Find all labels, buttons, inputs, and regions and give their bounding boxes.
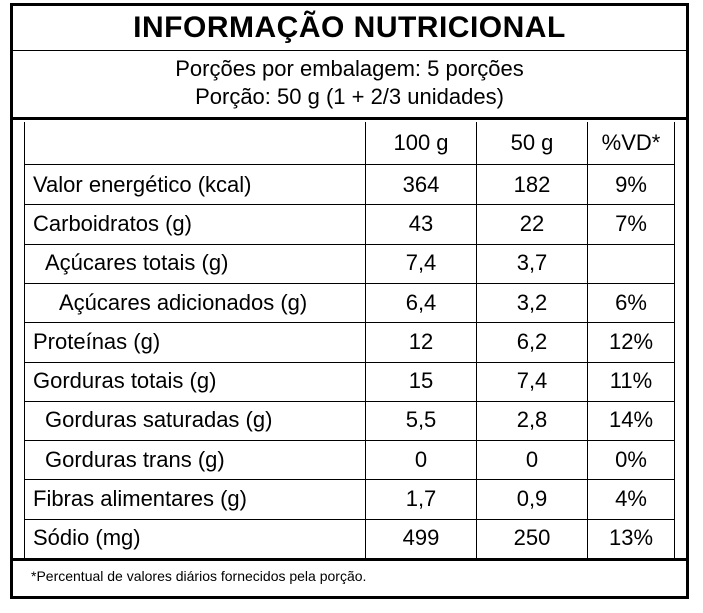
header-per-serving: 50 g — [510, 130, 554, 155]
nutrient-name: Fibras alimentares (g) — [33, 486, 247, 512]
table-row: Gorduras totais (g) 15 7,4 11% — [25, 362, 674, 401]
serving-divider — [13, 117, 686, 120]
nutrient-name: Valor energético (kcal) — [33, 171, 252, 197]
title-divider — [13, 50, 686, 51]
row-divider — [25, 322, 674, 324]
row-divider — [25, 243, 674, 245]
value-per-100g: 15 — [408, 368, 434, 394]
daily-value-percent: 7% — [615, 210, 647, 236]
table-row: Gorduras saturadas (g) 5,5 2,8 14% — [25, 401, 674, 440]
table-row: Carboidratos (g) 43 22 7% — [25, 204, 674, 243]
table-header-row: 100 g 50 g %VD* — [25, 122, 674, 164]
value-per-serving: 250 — [513, 525, 551, 551]
value-per-100g: 12 — [408, 328, 434, 354]
row-divider — [25, 400, 674, 402]
nutrient-name: Sódio (mg) — [33, 525, 141, 551]
column-divider — [365, 122, 366, 558]
nutrient-name: Proteínas (g) — [33, 328, 161, 354]
nutrient-name: Açúcares adicionados (g) — [59, 289, 308, 315]
nutrient-name: Gorduras trans (g) — [45, 446, 225, 472]
value-per-100g: 6,4 — [405, 289, 437, 315]
table-bottom-divider — [13, 558, 686, 561]
value-per-100g: 0 — [414, 446, 428, 472]
servings-per-package: Porções por embalagem: 5 porções — [175, 56, 524, 81]
daily-value-percent: 11% — [609, 368, 653, 394]
value-per-serving: 7,4 — [516, 368, 548, 394]
header-daily-value: %VD* — [601, 130, 661, 155]
value-per-serving: 6,2 — [516, 328, 548, 354]
nutrient-name: Açúcares totais (g) — [45, 250, 229, 276]
value-per-100g: 5,5 — [405, 407, 437, 433]
row-divider — [25, 164, 674, 165]
table-row: Sódio (mg) 499 250 13% — [25, 519, 674, 558]
serving-size: Porção: 50 g (1 + 2/3 unidades) — [195, 84, 504, 109]
table-row: Fibras alimentares (g) 1,7 0,9 4% — [25, 479, 674, 518]
value-per-serving: 182 — [513, 171, 551, 197]
value-per-100g: 7,4 — [405, 250, 437, 276]
daily-value-percent — [588, 244, 674, 283]
row-divider — [25, 204, 674, 206]
table-row: Proteínas (g) 12 6,2 12% — [25, 322, 674, 361]
nutrition-table: 100 g 50 g %VD* Valor energético (kcal) 3… — [24, 122, 675, 560]
daily-value-percent: 6% — [615, 289, 647, 315]
row-divider — [25, 479, 674, 481]
value-per-serving: 2,8 — [516, 407, 548, 433]
value-per-100g: 1,7 — [405, 486, 437, 512]
value-per-100g: 43 — [408, 210, 434, 236]
table-row: Valor energético (kcal) 364 182 9% — [25, 165, 674, 204]
value-per-serving: 3,2 — [516, 289, 548, 315]
value-per-100g: 364 — [402, 171, 440, 197]
daily-value-percent: 9% — [615, 171, 647, 197]
daily-value-percent: 12% — [608, 328, 654, 354]
nutrient-name: Gorduras saturadas (g) — [45, 407, 273, 433]
column-divider — [587, 122, 588, 558]
nutrition-label: INFORMAÇÃO NUTRICIONAL Porções por embal… — [10, 3, 689, 599]
nutrient-name: Carboidratos (g) — [33, 210, 192, 236]
header-nutrient — [33, 122, 363, 164]
value-per-serving: 0,9 — [516, 486, 548, 512]
row-divider — [25, 440, 674, 442]
value-per-serving: 0 — [525, 446, 539, 472]
table-row: Açúcares totais (g) 7,4 3,7 — [25, 244, 674, 283]
daily-value-percent: 14% — [608, 407, 654, 433]
header-per-100g: 100 g — [393, 130, 449, 155]
row-divider — [25, 518, 674, 520]
footnote: *Percentual de valores diários fornecido… — [31, 568, 367, 584]
value-per-serving: 22 — [519, 210, 545, 236]
column-divider — [476, 122, 477, 558]
daily-value-percent: 4% — [615, 486, 647, 512]
table-row: Açúcares adicionados (g) 6,4 3,2 6% — [25, 283, 674, 322]
value-per-serving: 3,7 — [516, 250, 548, 276]
row-divider — [25, 361, 674, 363]
row-divider — [25, 282, 674, 284]
nutrient-name: Gorduras totais (g) — [33, 368, 217, 394]
daily-value-percent: 0% — [615, 446, 647, 472]
daily-value-percent: 13% — [608, 525, 654, 551]
value-per-100g: 499 — [402, 525, 440, 551]
table-row: Gorduras trans (g) 0 0 0% — [25, 440, 674, 479]
label-title: INFORMAÇÃO NUTRICIONAL — [133, 11, 566, 44]
